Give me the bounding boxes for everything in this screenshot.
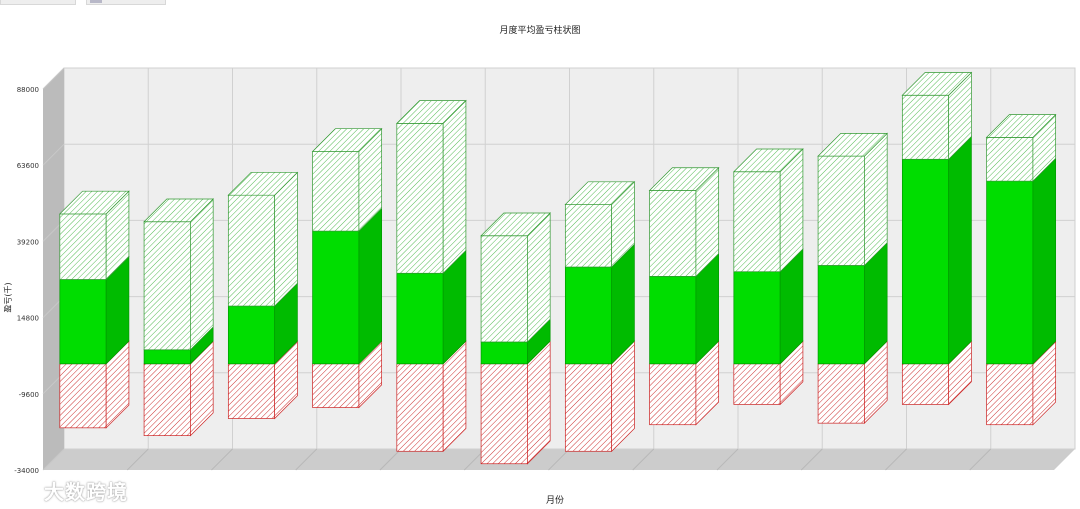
bar-positive-hatched (564, 204, 613, 268)
toolbar-button[interactable] (86, 0, 166, 5)
y-tick-label: 88000 (17, 86, 39, 94)
bar-negative (227, 363, 276, 419)
bar-positive-solid-side (948, 135, 972, 365)
bar-positive-hatched-top (143, 198, 215, 223)
bar-positive-hatched-side (190, 198, 214, 351)
floor-grid-line (295, 448, 318, 471)
grid-line-side (42, 67, 65, 90)
bar-positive-hatched-top (480, 212, 552, 237)
floor-grid-line (548, 448, 570, 471)
bar-positive-hatched-top (901, 72, 973, 96)
bar-negative (649, 363, 697, 426)
bar-negative (480, 363, 528, 465)
y-tick-label: 63600 (17, 162, 39, 170)
bar-positive-solid (901, 158, 950, 365)
bar-positive-hatched (901, 94, 950, 160)
watermark-text: 大数跨境 (44, 480, 128, 504)
toolbar-icon (90, 0, 102, 3)
floor-grid-line (716, 448, 739, 471)
bar-positive-hatched (312, 151, 360, 232)
y-axis-label: 盈亏(千) (3, 282, 13, 313)
toolbar-button[interactable] (0, 0, 76, 5)
bar-positive-hatched (143, 221, 191, 351)
bar-positive-solid (986, 180, 1034, 365)
toolbar-strip (0, 0, 1080, 5)
bar-negative (986, 363, 1034, 426)
bar-positive-hatched-top (227, 172, 299, 196)
bar-positive-solid (817, 265, 865, 365)
floor-grid-line (969, 448, 992, 471)
y-tick-label: -9600 (19, 391, 39, 399)
bar-positive-hatched-top (648, 167, 720, 191)
bar-positive-hatched (986, 137, 1034, 182)
bar-positive-solid (312, 230, 360, 365)
bar-negative (733, 363, 781, 405)
bar-positive-hatched (59, 213, 107, 280)
chart-title: 月度平均盈亏柱状图 (499, 26, 581, 36)
bar-positive-hatched-side (442, 99, 467, 275)
floor-grid-line (126, 448, 149, 471)
bar-positive-hatched (227, 194, 276, 307)
bar-positive-hatched (480, 235, 528, 343)
bar-positive-hatched (649, 190, 697, 277)
bar-negative (564, 363, 613, 452)
x-axis-label: 月份 (545, 496, 564, 506)
bar-positive-solid-side (358, 207, 383, 365)
floor-grid-line (800, 448, 823, 471)
bar-positive-hatched (733, 171, 781, 273)
bar-positive-solid (396, 272, 444, 365)
bar-negative (901, 363, 950, 405)
bar-positive-solid (480, 341, 528, 365)
bar-positive-hatched-top (564, 181, 636, 205)
grid-line-side (42, 143, 65, 166)
bar-positive-hatched-top (311, 128, 383, 152)
floor-grid-line (632, 448, 655, 471)
watermark: 大数跨境 (10, 476, 128, 505)
bar-negative (396, 363, 444, 452)
bar-positive-hatched-top (395, 100, 467, 124)
floor-grid-line (379, 448, 402, 471)
bar-positive-solid (143, 349, 191, 365)
bar-negative (59, 363, 107, 429)
bar-negative (312, 363, 360, 408)
y-tick-label: 39200 (17, 238, 39, 246)
bar-positive-hatched (396, 123, 444, 274)
bar-positive-solid (733, 271, 781, 365)
bar-negative (817, 363, 865, 424)
floor-grid-line (885, 448, 907, 471)
floor-grid-line (211, 448, 233, 471)
bar-positive-hatched-top (732, 148, 804, 173)
y-tick-label: -34000 (14, 467, 39, 475)
plot-left-wall (43, 68, 64, 470)
bar-positive-solid (564, 266, 613, 365)
bar-positive-hatched-top (58, 190, 130, 215)
bar-positive-solid-side (1032, 157, 1057, 365)
y-tick-label: 14800 (17, 315, 39, 323)
bar-positive-solid (59, 279, 107, 365)
bar-negative (143, 363, 191, 436)
bar-positive-hatched-top (985, 114, 1057, 138)
bar-positive-solid (227, 305, 276, 365)
bar-positive-hatched (817, 155, 865, 266)
bar-positive-solid (649, 276, 697, 365)
bar-positive-hatched-top (817, 133, 889, 157)
grid-line-side (42, 448, 65, 471)
bar-positive-hatched-side (274, 171, 298, 307)
